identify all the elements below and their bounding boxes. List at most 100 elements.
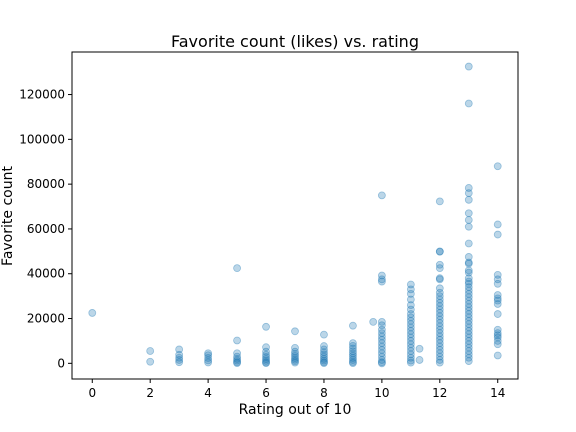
data-point bbox=[175, 350, 184, 359]
data-point bbox=[349, 359, 357, 368]
data-point bbox=[377, 191, 386, 200]
data-point bbox=[320, 330, 328, 339]
data-point bbox=[493, 351, 502, 360]
data-point bbox=[435, 247, 444, 256]
data-point bbox=[406, 356, 415, 365]
data-point bbox=[493, 279, 502, 288]
data-point bbox=[464, 320, 473, 329]
data-point bbox=[406, 326, 415, 335]
data-point bbox=[291, 327, 299, 336]
x-tick-label: 8 bbox=[320, 386, 328, 400]
data-point bbox=[377, 359, 386, 368]
data-point bbox=[435, 332, 444, 341]
data-point bbox=[377, 277, 386, 286]
points-layer bbox=[88, 62, 502, 368]
data-point bbox=[435, 302, 444, 311]
data-point bbox=[435, 275, 444, 284]
data-point bbox=[349, 351, 357, 360]
data-point bbox=[464, 357, 473, 365]
data-point bbox=[204, 356, 213, 365]
data-point bbox=[464, 300, 473, 308]
data-point bbox=[406, 330, 415, 339]
data-point bbox=[377, 345, 386, 354]
data-point bbox=[435, 345, 444, 354]
data-point bbox=[204, 354, 213, 362]
data-point bbox=[406, 295, 415, 304]
data-point bbox=[377, 352, 386, 361]
data-point bbox=[435, 288, 444, 297]
data-point bbox=[262, 359, 270, 368]
plot-frame bbox=[71, 51, 519, 380]
data-point bbox=[464, 268, 473, 277]
data-point bbox=[435, 260, 444, 269]
data-point bbox=[377, 332, 386, 341]
data-point bbox=[262, 343, 270, 352]
x-tick-label: 12 bbox=[432, 386, 447, 400]
data-point bbox=[493, 275, 502, 284]
data-point bbox=[406, 301, 415, 309]
data-point bbox=[320, 348, 328, 357]
data-point bbox=[406, 333, 415, 342]
data-point bbox=[146, 347, 155, 355]
data-point bbox=[349, 347, 357, 356]
data-point bbox=[435, 312, 444, 321]
data-point bbox=[349, 339, 357, 348]
ticks-layer: 0 2 4 6 8 10 12 14 0 20000 40000 60000 80000 100000 12… bbox=[19, 88, 505, 400]
data-point bbox=[464, 195, 473, 204]
x-tick-label: 14 bbox=[490, 386, 505, 400]
data-point bbox=[349, 321, 357, 330]
data-point bbox=[291, 358, 299, 367]
chart-title: Favorite count (likes) vs. rating bbox=[171, 32, 419, 51]
data-point bbox=[406, 310, 415, 318]
data-point bbox=[493, 270, 502, 279]
x-axis-title: Rating out of 10 bbox=[239, 402, 352, 418]
data-point bbox=[493, 331, 502, 340]
y-axis-title: Favorite count bbox=[0, 166, 16, 266]
data-point bbox=[233, 354, 241, 363]
data-point bbox=[464, 310, 473, 318]
data-point bbox=[435, 197, 444, 206]
data-point bbox=[377, 325, 386, 334]
data-point bbox=[175, 358, 184, 367]
data-point bbox=[262, 355, 270, 363]
data-point bbox=[262, 350, 270, 359]
data-point bbox=[291, 354, 299, 362]
data-point bbox=[493, 294, 502, 303]
data-point bbox=[464, 239, 473, 248]
data-point bbox=[435, 358, 444, 367]
data-point bbox=[415, 356, 424, 364]
data-point bbox=[464, 323, 473, 332]
data-point bbox=[349, 349, 357, 358]
data-point bbox=[464, 326, 473, 335]
data-point bbox=[464, 289, 473, 298]
data-point bbox=[435, 325, 444, 334]
data-point bbox=[435, 284, 444, 293]
data-point bbox=[464, 216, 473, 224]
y-tick-label: 60000 bbox=[27, 222, 65, 236]
data-point bbox=[406, 316, 415, 325]
data-point bbox=[464, 330, 473, 339]
data-point bbox=[435, 305, 444, 314]
data-point bbox=[406, 289, 415, 298]
data-point bbox=[464, 293, 473, 302]
data-point bbox=[464, 274, 473, 283]
data-point bbox=[377, 275, 386, 284]
y-tick-label: 20000 bbox=[27, 312, 65, 326]
x-tick-label: 4 bbox=[204, 386, 212, 400]
data-point bbox=[406, 280, 415, 289]
data-point bbox=[415, 344, 424, 353]
data-point bbox=[349, 344, 357, 353]
data-point bbox=[435, 264, 444, 273]
data-point bbox=[377, 342, 386, 351]
data-point bbox=[377, 339, 386, 348]
data-point bbox=[291, 357, 299, 366]
data-point bbox=[233, 356, 241, 365]
data-point bbox=[435, 315, 444, 324]
data-point bbox=[377, 335, 386, 344]
data-point bbox=[464, 347, 473, 355]
data-point bbox=[291, 347, 299, 356]
data-point bbox=[233, 336, 241, 345]
data-point bbox=[464, 277, 473, 286]
data-point bbox=[435, 274, 444, 283]
